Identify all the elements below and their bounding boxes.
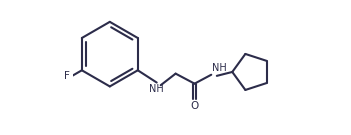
Text: NH: NH [212, 63, 226, 73]
Text: O: O [191, 101, 199, 111]
Text: F: F [64, 71, 70, 81]
Text: NH: NH [149, 84, 164, 94]
